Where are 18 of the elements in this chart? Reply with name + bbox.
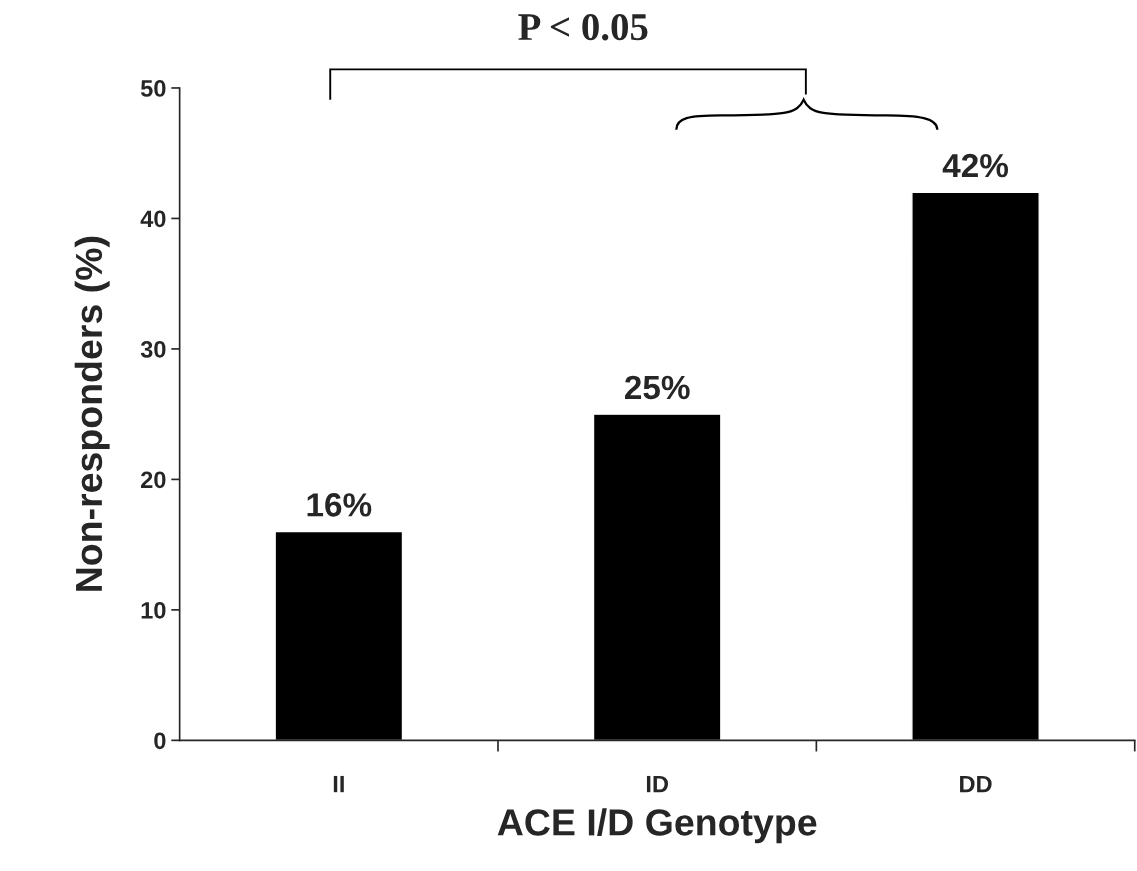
x-tick-label: DD: [960, 775, 992, 793]
y-tick-label: 20: [141, 471, 166, 489]
data-label: 16%: [307, 493, 372, 517]
y-axis-title: Non-responders (%): [74, 236, 110, 591]
y-tick-label: 30: [140, 340, 166, 358]
x-tick-label: II: [333, 775, 344, 793]
x-tick-label: ID: [646, 775, 668, 793]
y-tick-label: 10: [141, 601, 166, 619]
data-label: 25%: [624, 375, 690, 400]
text: P < 0.05: [518, 13, 648, 41]
y-tick-label: 50: [140, 80, 166, 97]
bar: [274, 530, 404, 741]
x-axis-title: ACE I/D Genotype: [497, 808, 817, 844]
y-tick-label: 0: [154, 732, 166, 750]
bar: [592, 413, 722, 741]
bar: [911, 191, 1040, 741]
y-tick-label: 40: [140, 210, 166, 228]
data-label: 42%: [942, 153, 1009, 178]
